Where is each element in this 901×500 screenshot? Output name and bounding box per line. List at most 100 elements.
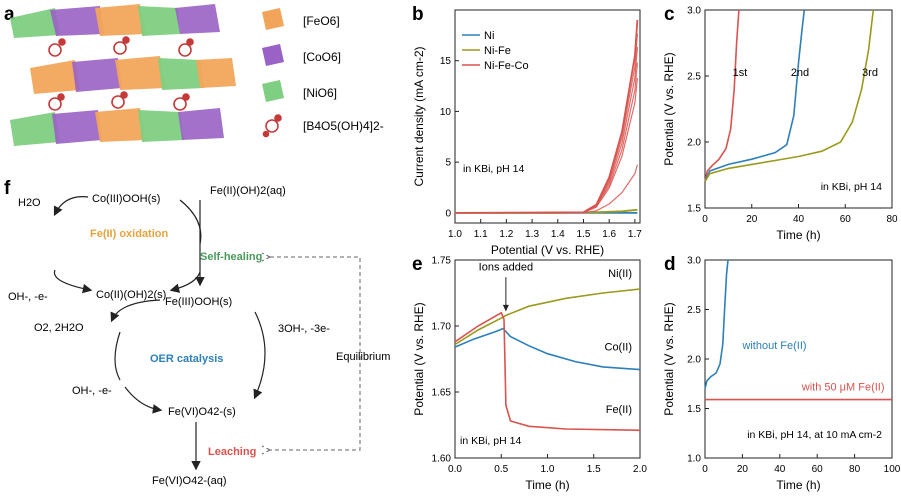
b-series-2-cycle-3 <box>454 77 638 214</box>
plot-d: 0 20 40 60 80 100 1.0 1.5 2.0 2.5 3.0 Time (h) Poten… <box>662 256 901 493</box>
nio6-swatch <box>262 80 284 102</box>
d-xtick-label: 100 <box>884 464 901 475</box>
layered-crystal-structure <box>10 4 236 146</box>
b-series-2-cycle-2 <box>454 62 638 214</box>
e-xtick-label: 2.0 <box>633 464 647 475</box>
c-series-0 <box>704 9 740 182</box>
panel-b-legend: Ni Ni-Fe Ni-Fe-Co <box>462 30 529 72</box>
h2o-product: H2O <box>18 197 41 209</box>
co-ii-oh2: Co(II)(OH)2(s) <box>96 289 166 301</box>
e-ytick-label: 1.65 <box>432 388 452 399</box>
e-ylabel: Potential (V vs. RHE) <box>412 302 426 415</box>
fe-vi-o4-aq: Fe(VI)O42-(aq) <box>152 475 227 487</box>
feo6-swatch <box>262 8 284 30</box>
c-xtick-label: 60 <box>840 214 852 225</box>
e-ions-added-label: Ions added <box>479 262 533 274</box>
d-xtick-label: 80 <box>849 464 861 475</box>
b-xlabel: Potential (V vs. RHE) <box>491 243 604 257</box>
fe-ii-oh2-aq: Fe(II)(OH)2(aq) <box>210 185 286 197</box>
legend-ni-fe-co: Ni-Fe-Co <box>484 60 529 72</box>
b-xtick-label: 1.6 <box>602 229 616 240</box>
b-ylabel: Current density (mA cm-2) <box>412 46 426 186</box>
e-series-label-1: Co(II) <box>605 341 633 353</box>
b-annotation: in KBi, pH 14 <box>463 163 524 175</box>
e-annotation: in KBi, pH 14 <box>460 435 521 447</box>
plot-b: 1.0 1.1 1.2 1.3 1.4 1.5 1.6 1.7 0 5 10 15 Potential … <box>412 9 642 257</box>
panel-a-figure: a <box>4 4 384 146</box>
oer-catalysis-label: OER catalysis <box>150 353 223 365</box>
e-xtick-label: 1.5 <box>587 464 601 475</box>
legend-nio6: [NiO6] <box>303 86 337 100</box>
b-xtick-label: 1.0 <box>448 229 462 240</box>
legend-coo6: [CoO6] <box>303 50 341 64</box>
b-xtick-label: 1.7 <box>628 229 642 240</box>
b-xtick-label: 1.2 <box>499 229 513 240</box>
borate-swatch <box>262 114 282 138</box>
oh-e-bottom: OH-, -e- <box>72 385 112 397</box>
plot-c: 0 20 40 60 80 1.5 2.0 2.5 3.0 Time (h) Potential (… <box>662 6 898 243</box>
b-frame <box>454 9 641 224</box>
d-xtick-label: 20 <box>737 464 749 475</box>
legend-ni-fe: Ni-Fe <box>484 45 511 57</box>
d-xlabel: Time (h) <box>776 478 820 492</box>
b-series-2-cycle-1 <box>454 47 638 214</box>
e-ytick-label: 1.75 <box>432 256 452 267</box>
structure-legend: [FeO6] [CoO6] [NiO6] [B4O5(OH)4]2- <box>262 8 384 138</box>
equilibrium-link <box>261 252 361 455</box>
d-ylabel: Potential (V vs. RHE) <box>662 302 676 415</box>
c-curve-label-0: 1st <box>733 67 748 79</box>
e-xtick-label: 1.0 <box>541 464 555 475</box>
e-series-0 <box>454 288 641 346</box>
c-series-1 <box>704 9 806 182</box>
c-annotation: in KBi, pH 14 <box>821 181 882 193</box>
equilibrium-label: Equilibrium <box>336 351 390 363</box>
c-curve-label-1: 2nd <box>791 67 809 79</box>
d-series-label-1: with 50 μM Fe(II) <box>801 382 885 394</box>
b-ytick-label: 0 <box>445 208 451 219</box>
e-ions-added-arrowhead <box>502 304 509 312</box>
b-series-2-cycle-4 <box>454 164 638 214</box>
coo6-swatch <box>262 44 284 66</box>
d-series-0 <box>704 259 729 389</box>
c-ylabel: Potential (V vs. RHE) <box>662 52 676 165</box>
c-xtick-label: 40 <box>793 214 805 225</box>
e-series-2 <box>454 311 641 432</box>
co-iii-ooh: Co(III)OOH(s) <box>92 193 160 205</box>
d-ytick-label: 3.0 <box>687 256 701 267</box>
panel-f-label: f <box>4 178 11 199</box>
legend-borate: [B4O5(OH)4]2- <box>303 119 384 133</box>
c-ytick-label: 2.5 <box>687 72 701 83</box>
octahedral-layer-2 <box>30 56 236 94</box>
fe-vi-o4-s: Fe(VI)O42-(s) <box>168 406 236 418</box>
panel-d-label: d <box>664 254 676 275</box>
b-ytick-label: 10 <box>440 107 452 118</box>
b-xtick-label: 1.5 <box>577 229 591 240</box>
c-ytick-label: 2.0 <box>687 138 701 149</box>
o2-h2o-product: O2, 2H2O <box>34 322 84 334</box>
panel-a: a <box>0 0 405 170</box>
d-ytick-label: 2.0 <box>687 355 701 366</box>
panel-c-label: c <box>664 4 675 25</box>
c-series-2 <box>704 9 875 183</box>
panel-b-label: b <box>412 4 424 25</box>
panel-f: f Co(III)OOH(s) H2O Fe(II)(OH)2(aq) Fe(I… <box>0 172 410 495</box>
e-xlabel: Time (h) <box>525 478 569 492</box>
e-ytick-label: 1.70 <box>432 322 452 333</box>
fe-iii-ooh: Fe(III)OOH(s) <box>165 296 232 308</box>
e-ytick-label: 1.60 <box>432 454 452 465</box>
borate-clusters <box>48 36 194 111</box>
octahedral-layer-1 <box>10 4 220 38</box>
d-ytick-label: 1.5 <box>687 404 701 415</box>
c-ytick-label: 3.0 <box>687 6 701 17</box>
fe-oxidation-cycle-arrows <box>53 196 205 294</box>
d-series-label-0: without Fe(II) <box>741 340 806 352</box>
legend-feo6: [FeO6] <box>303 14 340 28</box>
panel-e-label: e <box>412 254 423 275</box>
fe-oxidation-label: Fe(II) oxidation <box>90 228 169 240</box>
d-annotation: in KBi, pH 14, at 10 mA cm-2 <box>747 429 882 441</box>
c-curve-label-2: 3rd <box>862 67 878 79</box>
panel-f-diagram: f Co(III)OOH(s) H2O Fe(II)(OH)2(aq) Fe(I… <box>4 178 390 487</box>
self-healing-label: Self-healing <box>200 251 262 263</box>
leaching-label: Leaching <box>208 446 256 458</box>
